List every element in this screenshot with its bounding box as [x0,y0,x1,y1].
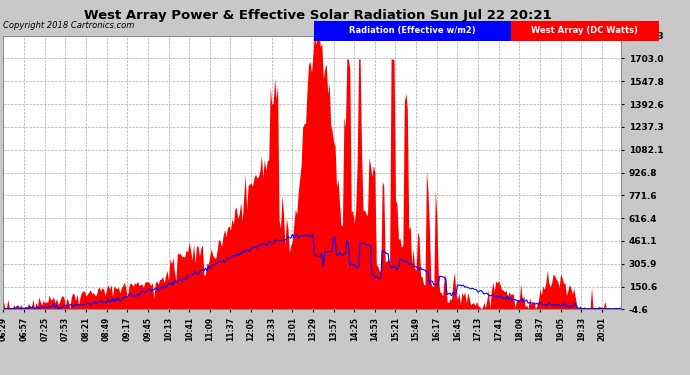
Text: Radiation (Effective w/m2): Radiation (Effective w/m2) [349,26,475,36]
Text: Copyright 2018 Cartronics.com: Copyright 2018 Cartronics.com [3,21,135,30]
Text: West Array Power & Effective Solar Radiation Sun Jul 22 20:21: West Array Power & Effective Solar Radia… [83,9,551,22]
Text: West Array (DC Watts): West Array (DC Watts) [531,26,638,36]
